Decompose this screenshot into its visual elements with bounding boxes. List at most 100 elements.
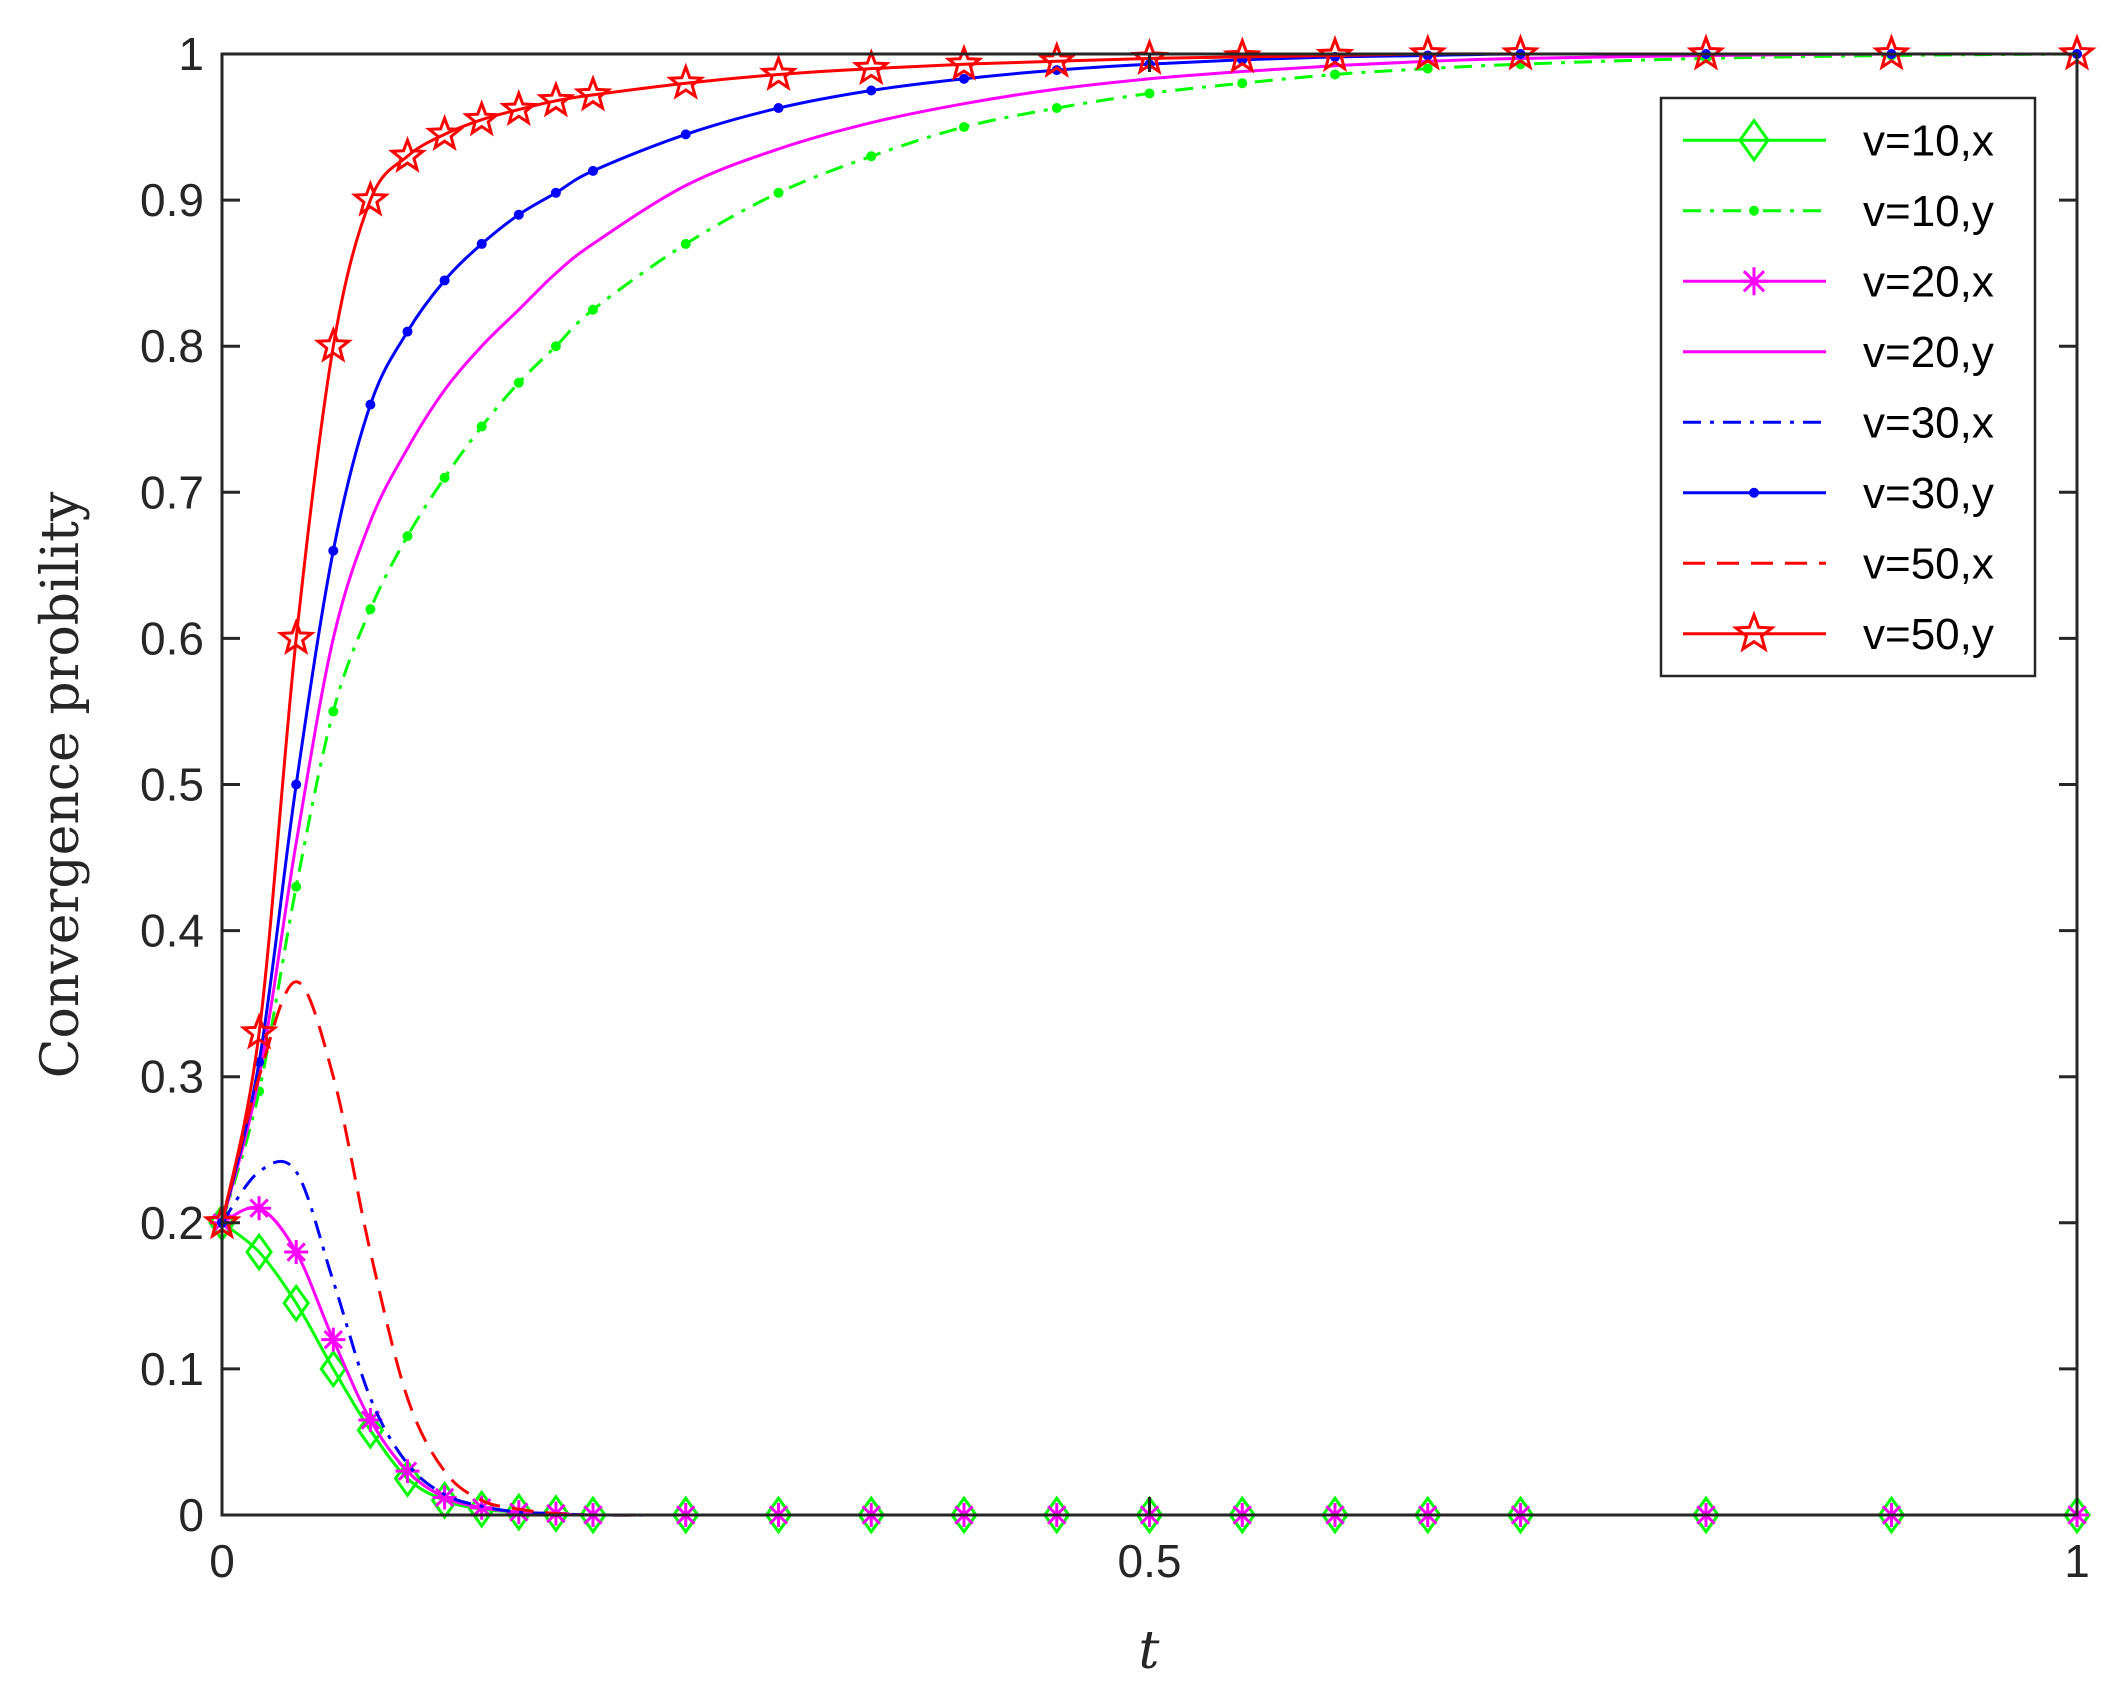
data-point <box>365 604 376 615</box>
data-point <box>476 421 487 432</box>
data-point <box>550 187 561 198</box>
data-point <box>513 377 524 388</box>
data-point <box>1228 1495 1257 1535</box>
legend-marker-swatch <box>1749 205 1759 216</box>
x-tick-label: 1 <box>2064 1535 2090 1587</box>
data-point <box>944 43 984 81</box>
legend-label: v=10,x <box>1863 116 1994 165</box>
data-point <box>1692 1495 1720 1535</box>
data-point <box>393 1459 422 1498</box>
data-point <box>513 209 524 220</box>
data-point <box>866 85 877 96</box>
data-point <box>282 1283 311 1323</box>
data-point <box>573 74 613 112</box>
data-point <box>506 1500 531 1525</box>
legend-marker-swatch <box>1749 487 1759 498</box>
data-point <box>388 135 427 173</box>
data-point <box>1330 69 1340 80</box>
y-tick-label: 1 <box>178 28 204 80</box>
data-point <box>1321 1495 1349 1535</box>
data-point <box>504 1492 533 1532</box>
data-point <box>1877 1495 1906 1535</box>
y-tick-label: 0.7 <box>140 466 204 518</box>
data-point <box>764 1495 793 1535</box>
data-point <box>2063 1495 2091 1535</box>
data-point <box>239 1012 279 1050</box>
data-point <box>1422 63 1433 74</box>
data-point <box>291 881 302 892</box>
y-tick-label: 0.6 <box>140 612 204 664</box>
y-axis-title: Convergence probility <box>31 491 91 1078</box>
legend-item: v=30,x <box>1683 398 1994 447</box>
y-tick-label: 0.1 <box>140 1343 204 1395</box>
data-point <box>1135 1495 1164 1535</box>
x-tick-label: 0 <box>209 1535 235 1587</box>
legend-item: v=30,y <box>1683 469 1994 518</box>
data-point <box>959 73 969 84</box>
data-point <box>1144 88 1155 99</box>
y-tick-label: 0.8 <box>140 320 204 372</box>
data-point <box>1222 36 1262 74</box>
y-tick-label: 0.4 <box>140 905 204 957</box>
data-point <box>851 48 891 86</box>
data-point <box>313 325 353 363</box>
data-point <box>402 531 413 542</box>
data-point <box>680 129 691 140</box>
data-point <box>666 62 706 100</box>
data-point <box>1872 33 1911 71</box>
data-point <box>439 472 450 483</box>
legend-item: v=10,x <box>1683 116 1994 165</box>
legend-marker-swatch <box>1738 118 1770 163</box>
data-point <box>462 99 502 137</box>
legend-item: v=50,y <box>1683 610 1994 659</box>
x-tick-label: 0.5 <box>1118 1535 1182 1587</box>
y-tick-label: 0 <box>178 1489 204 1541</box>
data-point <box>550 341 561 352</box>
data-point <box>328 706 339 717</box>
data-point <box>1501 33 1540 71</box>
data-point <box>276 617 316 655</box>
legend: v=10,x v=10,y v=20,x v=20,y v=30,x v=30,y v=50… <box>1659 96 2037 678</box>
legend-label: v=50,y <box>1863 610 1994 659</box>
data-point <box>588 165 598 176</box>
data-point <box>1042 1495 1071 1535</box>
data-point <box>857 1495 886 1535</box>
data-point <box>1051 103 1062 114</box>
legend-label: v=50,x <box>1863 539 1994 588</box>
x-axis-title: t <box>1139 1621 1160 1681</box>
legend-label: v=30,y <box>1863 469 1994 518</box>
data-point <box>588 304 598 315</box>
data-point <box>1413 1495 1442 1535</box>
legend-box <box>1659 96 2037 678</box>
data-point <box>536 80 576 118</box>
legend-item: v=50,x <box>1683 539 1994 588</box>
data-point <box>759 54 798 92</box>
data-point <box>671 1495 700 1535</box>
data-point <box>499 89 539 127</box>
data-point <box>328 545 339 556</box>
data-point <box>350 179 390 217</box>
series-line <box>220 52 2078 1224</box>
data-point <box>319 1349 348 1389</box>
y-tick-label: 0.5 <box>140 759 204 811</box>
legend-item: v=10,y <box>1683 187 1994 236</box>
data-point <box>425 113 465 151</box>
data-point <box>1686 33 1726 71</box>
legend-label: v=20,x <box>1863 257 1994 306</box>
data-point <box>321 1327 346 1352</box>
data-point <box>356 1410 385 1450</box>
legend-item: v=20,y <box>1683 328 1994 377</box>
data-point <box>291 779 302 790</box>
legend-marker-swatch <box>1731 610 1777 653</box>
series-3 <box>220 52 2078 1224</box>
legend-label: v=10,y <box>1863 187 1994 236</box>
data-point <box>439 275 450 286</box>
data-point <box>365 399 376 410</box>
ticks-layer: 0 0.1 0.2 0.3 0.4 0.5 0.6 0.7 0.8 0.9 1 0 0.5 1 <box>140 28 2090 1587</box>
data-point <box>950 1495 978 1535</box>
data-point <box>245 1232 273 1272</box>
data-point <box>284 1240 309 1265</box>
data-point <box>476 238 487 249</box>
data-point <box>959 122 969 133</box>
